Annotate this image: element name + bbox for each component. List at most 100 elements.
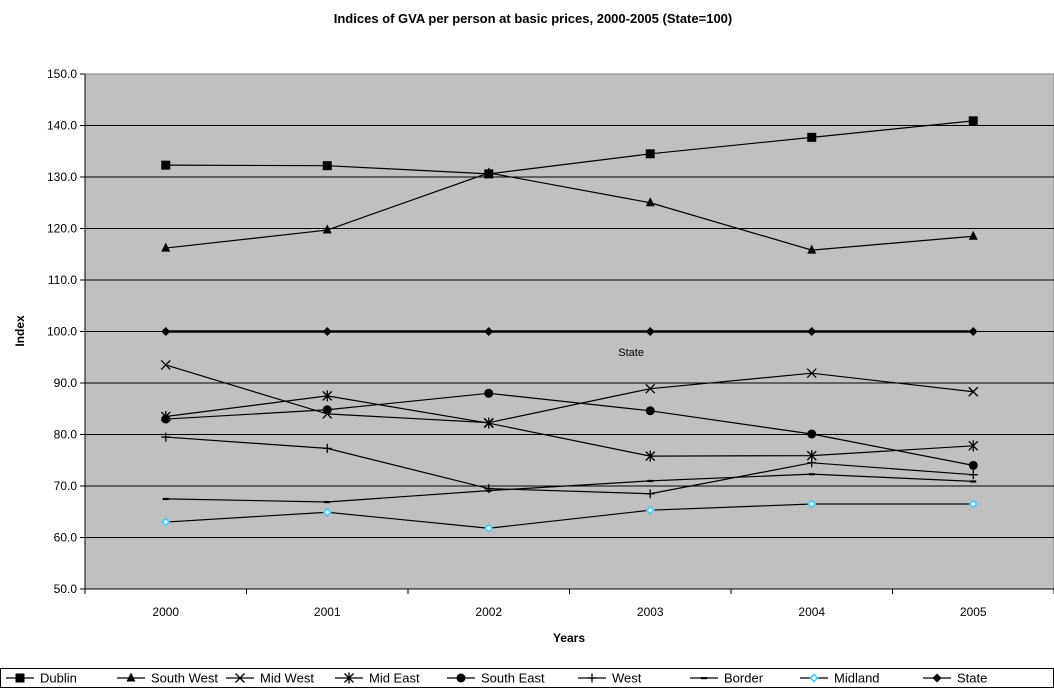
y-tick-label-1: 60.0 — [54, 531, 78, 545]
series-state — [161, 327, 978, 336]
point-south-east-2000 — [161, 414, 171, 424]
point-midland-2001 — [322, 507, 332, 517]
series-line-border — [165, 473, 974, 503]
point-dublin-2001 — [322, 161, 332, 171]
legend-label-border: Border — [724, 671, 764, 686]
legend-item-state: State — [923, 671, 987, 686]
point-state-2004 — [807, 327, 817, 336]
y-tick-label-8: 130.0 — [47, 170, 77, 184]
point-mid-east-2005 — [968, 440, 979, 452]
legend-item-midland: Midland — [800, 671, 880, 686]
series-south-west — [161, 167, 978, 254]
point-west-2003 — [645, 489, 655, 499]
point-border-2002 — [485, 489, 492, 492]
legend-label-west: West — [612, 671, 642, 686]
legend-item-border: Border — [690, 671, 764, 686]
point-midland-2005 — [968, 499, 978, 509]
point-mid-west-2005 — [968, 386, 979, 397]
legend-item-dublin: Dublin — [6, 671, 77, 686]
legend-label-mid-east: Mid East — [369, 671, 420, 686]
point-state-2002 — [484, 327, 494, 336]
series-line-dublin — [165, 120, 974, 175]
series-midland — [161, 499, 978, 533]
point-south-east-2004 — [807, 429, 817, 439]
y-tick-label-5: 100.0 — [47, 325, 77, 339]
point-midland-2004 — [807, 499, 817, 509]
y-tick-label-9: 140.0 — [47, 119, 77, 133]
point-dublin-2000 — [161, 160, 171, 170]
point-south-west-2001 — [322, 224, 332, 234]
point-mid-west-2004 — [806, 368, 817, 379]
x-tick-label-2000: 2000 — [152, 605, 179, 619]
series-south-east — [161, 388, 978, 470]
legend-item-south-west: South West — [117, 671, 218, 686]
point-south-west-2004 — [807, 244, 817, 254]
point-mid-west-2003 — [645, 383, 656, 394]
legend-marker-border — [701, 677, 707, 680]
point-midland-2002 — [484, 523, 494, 533]
legend-label-midland: Midland — [834, 671, 880, 686]
point-border-2003 — [647, 479, 654, 483]
legend-label-mid-west: Mid West — [260, 671, 314, 686]
point-south-east-2002 — [484, 388, 494, 398]
x-tick-label-2003: 2003 — [637, 605, 664, 619]
y-tick-label-3: 80.0 — [54, 428, 78, 442]
series-line-mid-west — [165, 364, 974, 424]
point-midland-2003 — [645, 505, 655, 515]
series-line-south-east — [165, 392, 974, 466]
point-south-east-2003 — [645, 406, 655, 416]
point-mid-east-2001 — [322, 390, 333, 402]
series-border — [162, 473, 977, 504]
point-west-2004 — [807, 458, 817, 468]
point-mid-west-2000 — [160, 360, 171, 370]
x-tick-label-2005: 2005 — [960, 605, 987, 619]
x-tick-label-2004: 2004 — [798, 605, 825, 619]
legend-marker-south-west — [126, 672, 136, 682]
legend-item-west: West — [578, 671, 642, 686]
legend-label-state: State — [957, 671, 987, 686]
series-line-west — [165, 436, 974, 495]
legend-item-south-east: South East — [447, 671, 545, 686]
point-state-2001 — [322, 327, 332, 336]
point-south-east-2001 — [322, 405, 332, 415]
plot-area: 50.0 60.0 70.0 80.0 90.0 100.0 110.0 120.0 130.0… — [47, 67, 1054, 619]
point-mid-east-2003 — [645, 450, 656, 462]
point-border-2004 — [808, 473, 815, 476]
point-west-2001 — [322, 443, 332, 453]
point-border-2001 — [324, 500, 331, 504]
legend-marker-state — [932, 673, 942, 683]
legend-marker-midland — [809, 673, 819, 683]
point-mid-east-2002 — [483, 417, 494, 429]
point-border-2005 — [970, 480, 977, 483]
point-dublin-2003 — [645, 149, 655, 159]
point-midland-2000 — [161, 517, 171, 527]
legend-marker-mid-west — [235, 673, 245, 683]
series-line-mid-east — [165, 395, 974, 457]
chart-title: Indices of GVA per person at basic price… — [334, 11, 732, 26]
y-tick-label-0: 50.0 — [54, 582, 78, 596]
y-tick-label-6: 110.0 — [48, 273, 77, 287]
annotation-0: State — [618, 347, 644, 359]
legend-marker-west — [587, 673, 597, 683]
legend-marker-mid-east — [344, 672, 354, 684]
legend-label-south-west: South West — [151, 671, 218, 686]
legend: Dublin South West Mid West Mid East South Ea… — [0, 668, 1054, 688]
point-south-west-2005 — [968, 230, 978, 240]
x-tick-label-2002: 2002 — [475, 605, 502, 619]
point-state-2000 — [161, 327, 171, 336]
point-state-2003 — [645, 327, 655, 336]
point-west-2000 — [161, 432, 171, 442]
legend-marker-dublin — [15, 673, 25, 683]
y-tick-label-2: 70.0 — [54, 479, 78, 493]
point-south-west-2002 — [484, 167, 494, 177]
point-south-east-2005 — [968, 460, 978, 470]
point-border-2000 — [162, 497, 169, 501]
legend-marker-south-east — [456, 673, 466, 683]
legend-label-south-east: South East — [481, 671, 545, 686]
y-axis-title: Index — [13, 315, 27, 347]
x-tick-label-2001: 2001 — [314, 605, 341, 619]
point-state-2005 — [968, 327, 978, 336]
point-dublin-2004 — [807, 132, 817, 142]
